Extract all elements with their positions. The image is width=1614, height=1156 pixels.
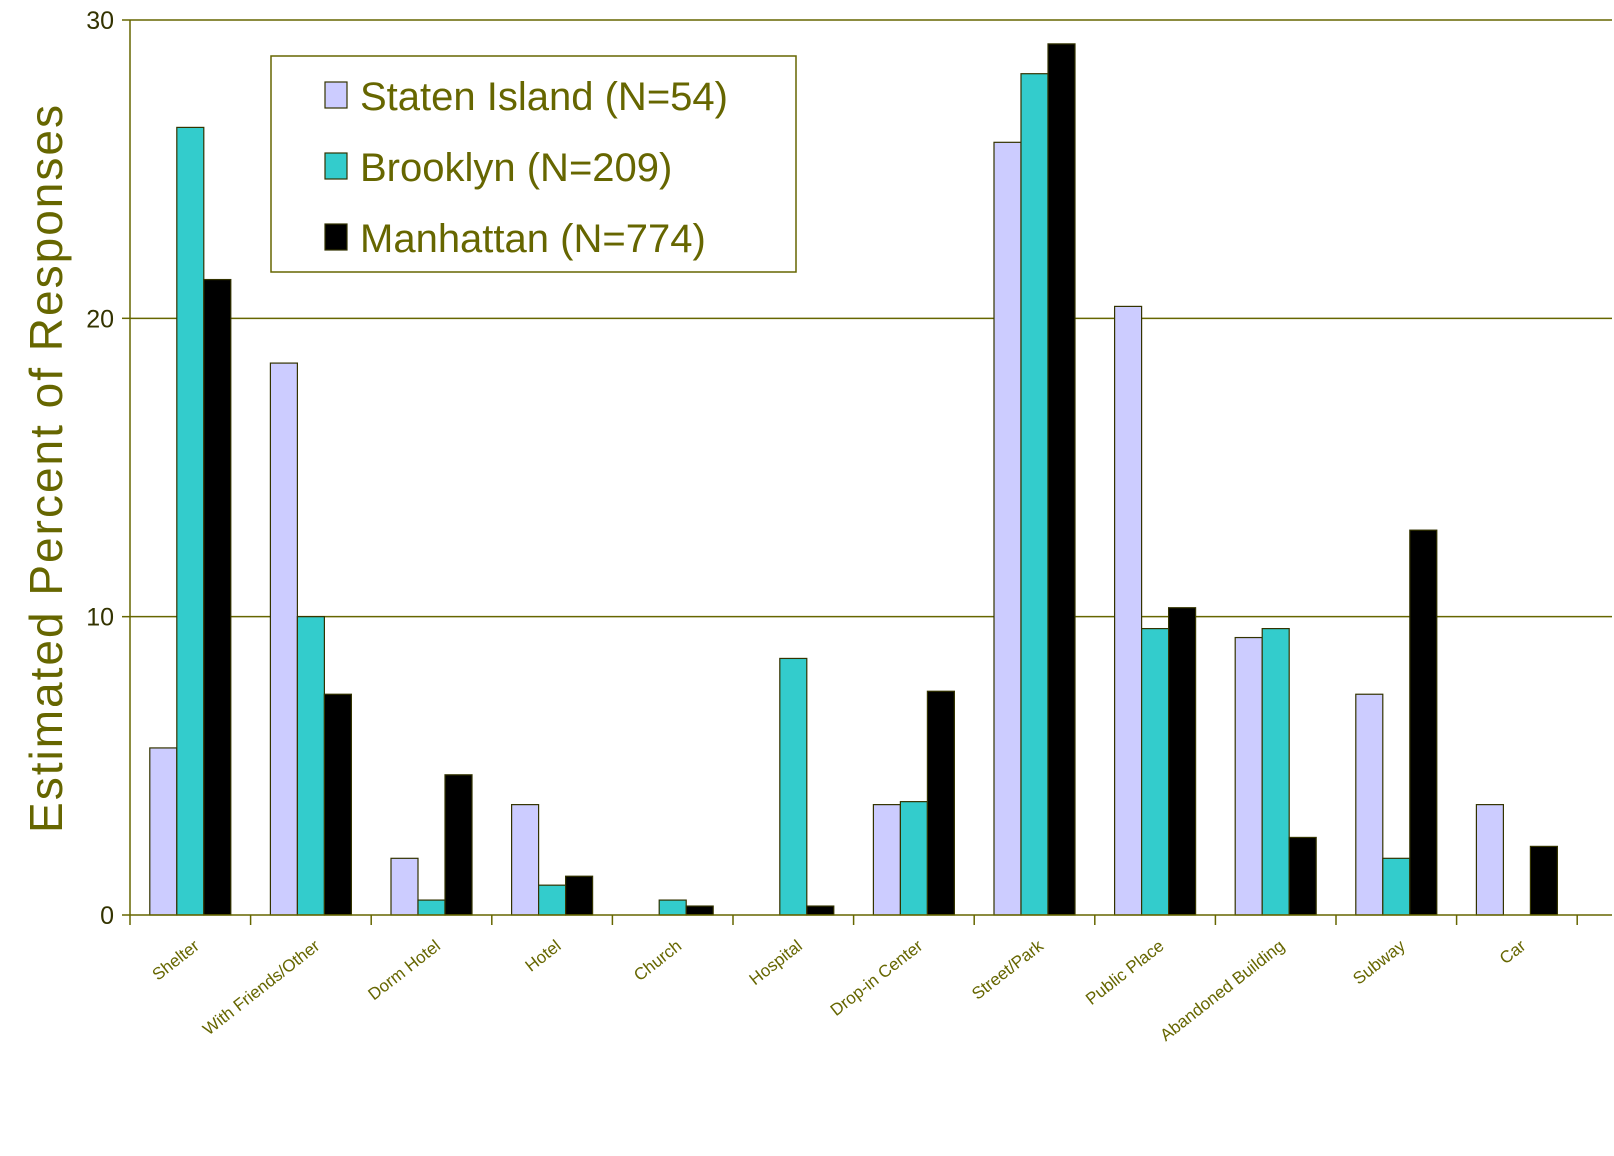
bar-2-10 — [1409, 529, 1438, 916]
category-label: Dorm Hotel — [365, 936, 444, 1004]
bar-2-4 — [685, 905, 714, 916]
y-tick-labels: 0 10 20 30 — [86, 7, 114, 930]
bars — [149, 43, 1559, 916]
bar-1-0 — [176, 126, 205, 916]
bar-0-0 — [149, 747, 178, 916]
legend-label: Brooklyn (N=209) — [360, 146, 672, 190]
y-axis-label: Estimated Percent of Responses — [20, 103, 72, 833]
category-label: Street/Park — [968, 936, 1047, 1004]
bar-2-1 — [323, 693, 352, 916]
bar-0-6 — [872, 804, 902, 916]
bar-0-9 — [1234, 636, 1263, 916]
legend-box — [270, 55, 797, 273]
category-label: Hotel — [522, 936, 565, 975]
bar-2-3 — [564, 875, 594, 916]
category-label: Abandoned Building — [1157, 936, 1289, 1045]
category-label: Car — [1496, 936, 1530, 968]
bar-0-7 — [993, 141, 1022, 916]
bar-2-8 — [1167, 607, 1197, 916]
bar-1-1 — [296, 616, 325, 916]
bar-1-2 — [417, 899, 446, 916]
legend-swatch — [324, 81, 348, 109]
bar-1-8 — [1140, 627, 1170, 916]
category-label: Hospital — [746, 936, 806, 989]
bar-2-9 — [1288, 836, 1317, 916]
bar-2-6 — [926, 690, 956, 916]
bar-1-3 — [537, 884, 567, 916]
bar-0-10 — [1355, 693, 1384, 916]
legend-swatch — [324, 223, 348, 251]
bar-2-5 — [806, 905, 835, 916]
bar-0-11 — [1475, 804, 1505, 916]
category-label: Shelter — [149, 936, 203, 984]
y-tick-label: 20 — [86, 305, 114, 333]
y-tick-label: 10 — [86, 604, 114, 632]
bar-1-10 — [1382, 857, 1411, 916]
bar-1-7 — [1020, 73, 1049, 916]
bar-1-4 — [658, 899, 687, 916]
legend-label: Manhattan (N=774) — [360, 217, 706, 261]
bar-1-9 — [1261, 627, 1290, 916]
category-label: Subway — [1349, 936, 1409, 989]
bar-0-2 — [390, 857, 419, 916]
bar-2-7 — [1047, 43, 1076, 916]
y-tick-label: 0 — [100, 902, 114, 930]
bar-1-6 — [899, 801, 929, 916]
bar-1-5 — [779, 657, 808, 916]
gridlines — [122, 19, 1612, 916]
category-label: Drop-in Center — [827, 936, 927, 1020]
category-label: Public Place — [1082, 936, 1167, 1009]
category-label: Church — [630, 936, 685, 985]
y-tick-label: 30 — [86, 7, 114, 35]
bar-0-8 — [1113, 305, 1143, 916]
bar-2-11 — [1529, 845, 1559, 916]
legend: Staten Island (N=54) Brooklyn (N=209) Manh… — [270, 55, 797, 273]
bar-0-1 — [269, 362, 298, 916]
bar-0-3 — [511, 804, 540, 916]
legend-label: Staten Island (N=54) — [360, 75, 728, 119]
bar-2-2 — [444, 774, 473, 916]
category-label: With Friends/Other — [199, 936, 323, 1039]
legend-swatch — [324, 152, 348, 180]
bar-2-0 — [203, 278, 232, 916]
axes — [129, 20, 1612, 925]
